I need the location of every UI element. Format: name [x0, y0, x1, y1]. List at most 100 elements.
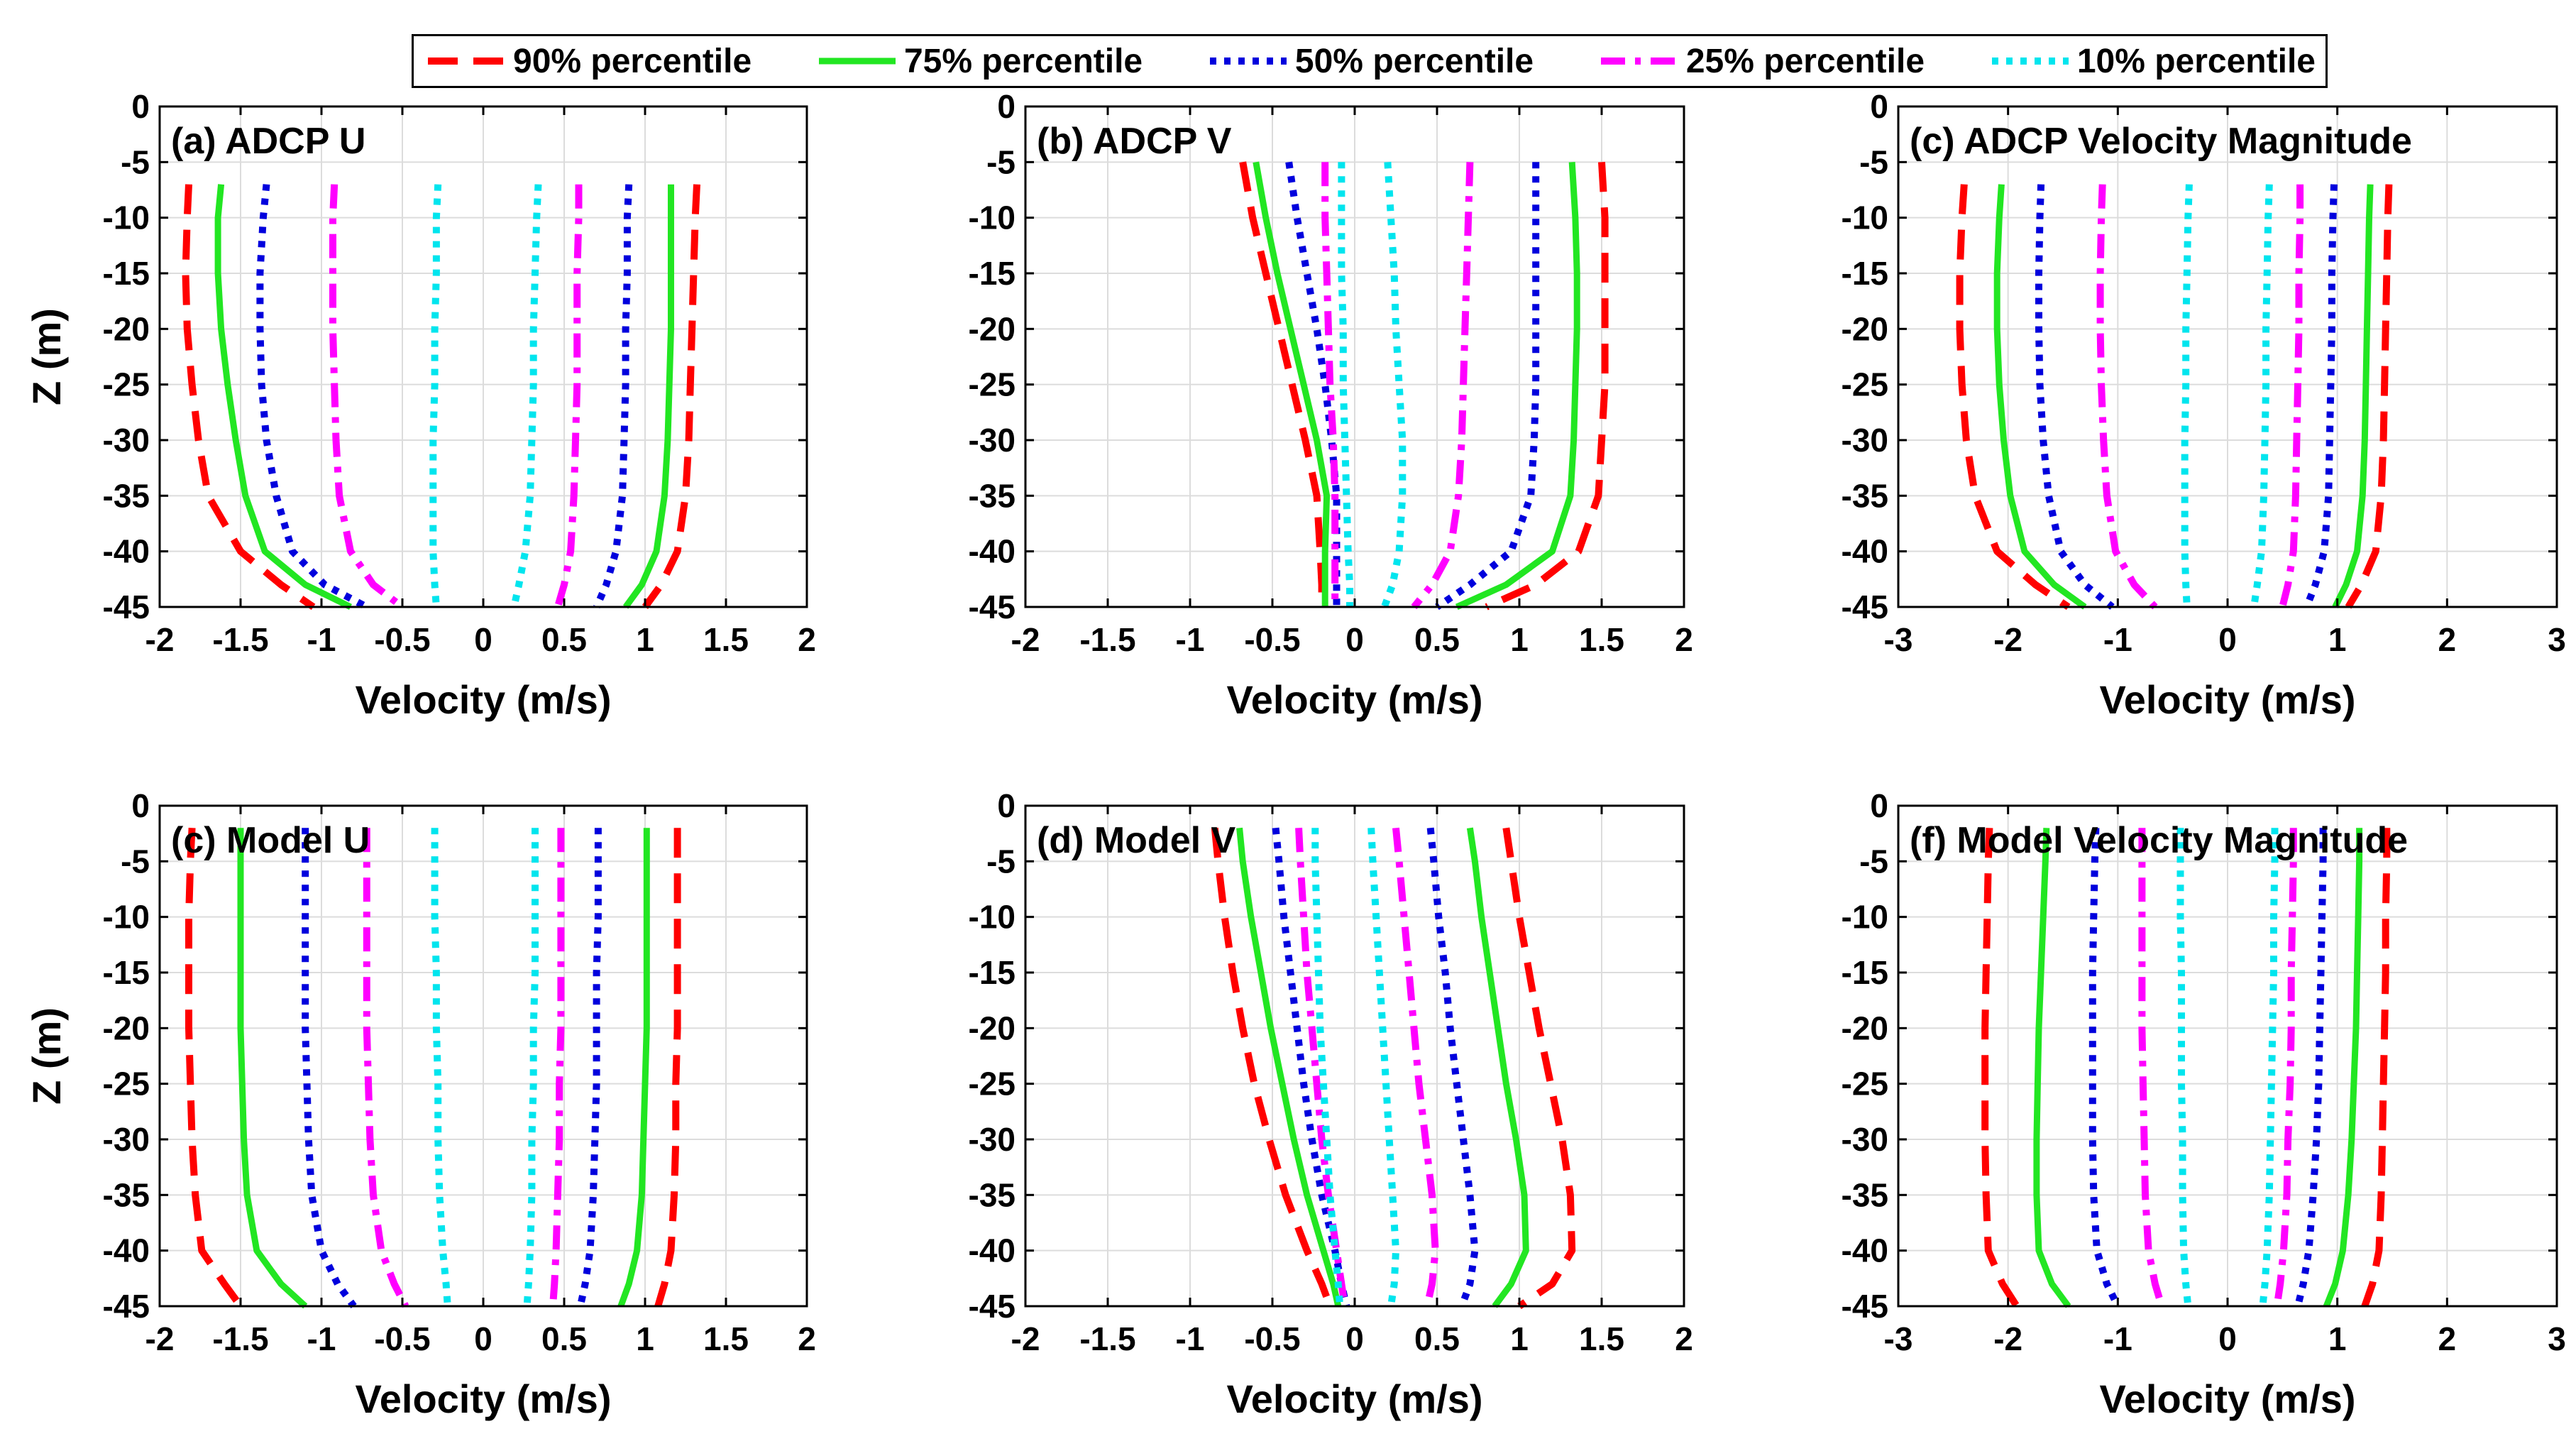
y-tick-label: -45	[969, 588, 1015, 625]
x-tick-label: 2	[798, 1320, 816, 1357]
series-line	[2303, 184, 2338, 608]
x-tick-label: 2	[2438, 1320, 2457, 1357]
series-line	[2273, 828, 2297, 1307]
x-tick-label: -3	[1884, 1320, 1913, 1357]
y-tick-label: -40	[1842, 533, 1888, 570]
series-line	[593, 184, 633, 609]
y-tick-label: -40	[103, 533, 150, 570]
x-tick-label: 1	[636, 1320, 654, 1357]
y-tick-label: -25	[103, 366, 150, 403]
x-tick-label: -3	[1884, 621, 1913, 658]
y-tick-label: -10	[969, 199, 1015, 236]
series-line	[642, 184, 700, 609]
y-tick-label: -5	[1859, 843, 1888, 880]
y-tick-label: 0	[997, 88, 1015, 125]
x-tick-label: 1	[2328, 621, 2347, 658]
y-tick-label: -20	[969, 1009, 1015, 1046]
series-line	[2181, 184, 2193, 608]
x-tick-label: -1.5	[212, 1320, 268, 1357]
series-line	[1239, 161, 1326, 607]
series-line	[2035, 184, 2115, 610]
series-line	[523, 828, 539, 1307]
y-tick-label: -20	[103, 310, 150, 347]
x-tick-label: 0.5	[1414, 1320, 1460, 1357]
y-tick-label: -10	[103, 199, 150, 236]
series-line	[1367, 828, 1399, 1307]
x-axis-label: Velocity (m/s)	[355, 1376, 611, 1421]
y-tick-label: -35	[1842, 1176, 1888, 1213]
x-axis-label: Velocity (m/s)	[355, 677, 611, 722]
x-tick-label: 1	[1510, 621, 1529, 658]
series-line	[554, 184, 583, 608]
y-tick-label: -20	[1842, 1009, 1888, 1046]
x-axis-label: Velocity (m/s)	[2099, 1376, 2355, 1421]
panel-title: (d) Model V	[1037, 820, 1236, 861]
series-line	[654, 828, 681, 1308]
x-tick-label: -1	[307, 621, 336, 658]
x-tick-label: 2	[798, 621, 816, 658]
series-line	[237, 828, 308, 1309]
series-line	[329, 184, 405, 610]
series-line	[185, 828, 244, 1308]
x-tick-label: 2	[1675, 621, 1693, 658]
x-tick-label: 0	[474, 1320, 492, 1357]
y-tick-label: -15	[969, 255, 1015, 292]
x-tick-label: -1	[1176, 621, 1205, 658]
y-tick-label: -45	[103, 588, 150, 625]
panel-3: -3 -2 -1 0 1 2 30-5-10-15-20-25-30-35-40-45(c)…	[1842, 88, 2566, 722]
series-line	[510, 184, 542, 608]
y-tick-label: -30	[1842, 422, 1888, 459]
x-tick-label: -1.5	[1079, 621, 1135, 658]
y-tick-label: -35	[1842, 477, 1888, 514]
x-tick-label: -2	[1993, 1320, 2022, 1357]
series-line	[2096, 184, 2158, 610]
legend-swatch-75	[818, 58, 896, 65]
series-line	[622, 184, 674, 609]
y-tick-label: 0	[1870, 787, 1888, 824]
y-tick-label: -10	[969, 899, 1015, 936]
series-line	[1253, 161, 1331, 607]
y-tick-label: -30	[969, 422, 1015, 459]
panel-5: -2 -1.5 -1 -0.5 0 0.5 1 1.5 2 0 -5 -10 -15 -20 -25 -30 -…	[969, 787, 1693, 1421]
legend-label-25: 25% percentile	[1685, 42, 1925, 80]
x-tick-label: 1	[1510, 1320, 1529, 1357]
panel-title: (f) Model Velocity Magnitude	[1910, 820, 2408, 861]
y-tick-label: -40	[969, 1232, 1015, 1269]
legend-label-10: 10% percentile	[2076, 42, 2316, 80]
x-tick-label: 0	[2218, 621, 2237, 658]
y-tick-label: -10	[103, 899, 150, 936]
y-tick-label: -5	[1859, 143, 1888, 180]
series-line	[1426, 827, 1479, 1308]
x-tick-label: -1	[1176, 1320, 1205, 1357]
y-tick-label: -35	[103, 1176, 150, 1213]
x-tick-label: -0.5	[374, 1320, 430, 1357]
x-tick-label: 0	[1345, 621, 1364, 658]
series-line	[363, 828, 409, 1308]
x-tick-label: 0.5	[541, 1320, 587, 1357]
series-line	[1272, 827, 1350, 1308]
panel-title: (c) ADCP Velocity Magnitude	[1910, 121, 2412, 162]
series-line	[1502, 827, 1576, 1310]
x-tick-label: -1.5	[1079, 1320, 1135, 1357]
y-tick-label: -5	[986, 143, 1015, 180]
y-tick-label: -20	[103, 1009, 150, 1046]
series-line	[1311, 828, 1344, 1307]
series-line	[429, 184, 442, 608]
x-tick-label: 3	[2548, 1320, 2566, 1357]
x-tick-label: -0.5	[1244, 1320, 1300, 1357]
series-line	[2250, 184, 2273, 608]
y-tick-label: -10	[1842, 199, 1888, 236]
y-tick-label: -5	[121, 843, 150, 880]
series-line	[302, 828, 357, 1308]
series-line	[1485, 162, 1609, 610]
legend-swatch-90	[428, 58, 505, 65]
y-tick-label: -40	[103, 1232, 150, 1269]
series-line	[1211, 827, 1333, 1308]
y-axis-label: Z (m)	[24, 1007, 69, 1105]
series-line	[1321, 162, 1339, 607]
x-tick-label: -2	[145, 1320, 175, 1357]
series-line	[1295, 828, 1349, 1307]
x-axis-label: Velocity (m/s)	[2099, 677, 2355, 722]
y-tick-label: 0	[131, 787, 150, 824]
series-line	[2176, 828, 2192, 1307]
